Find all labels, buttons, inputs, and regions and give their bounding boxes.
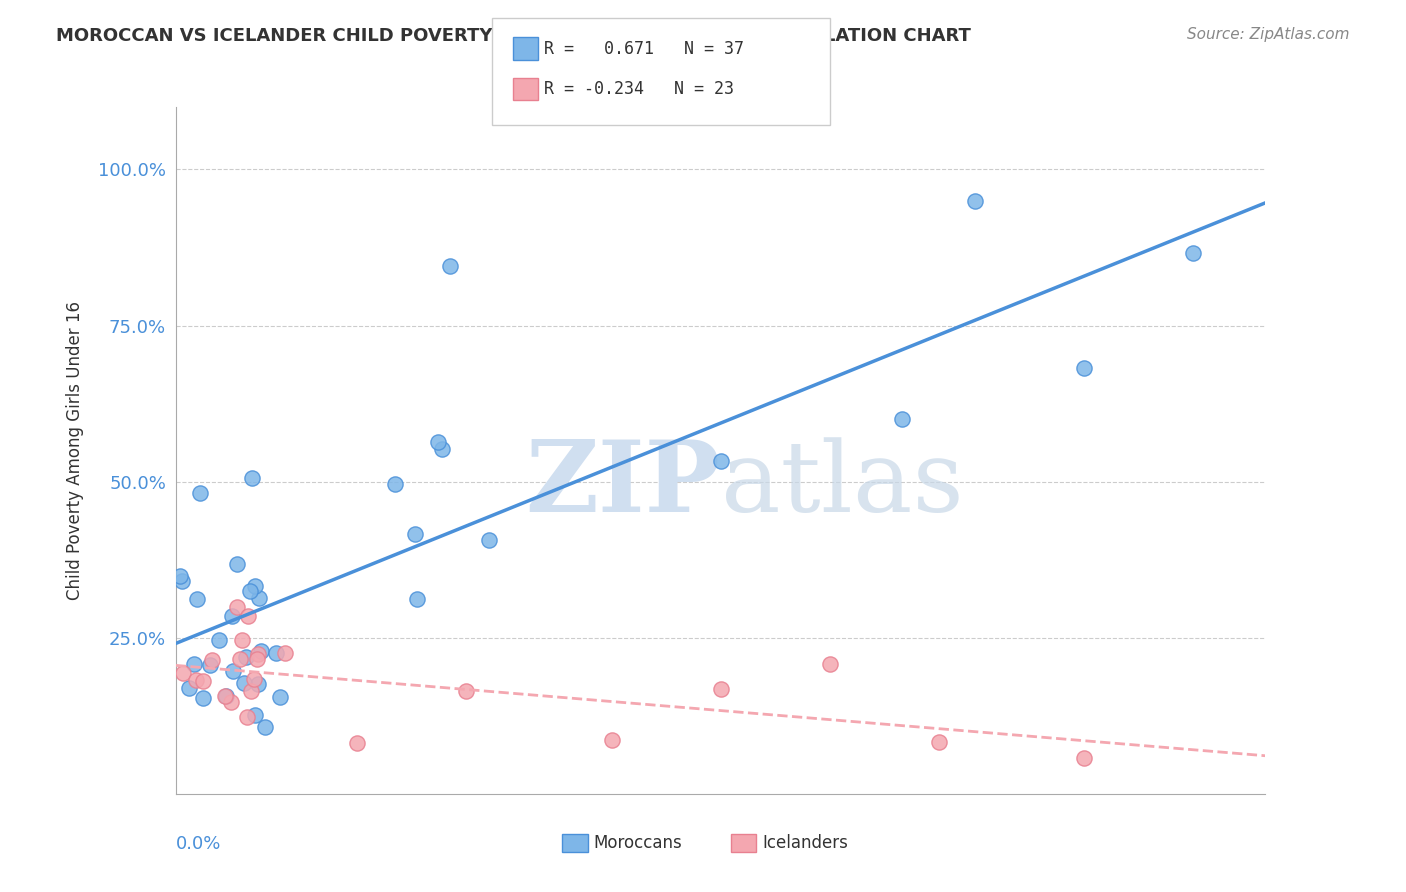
Point xyxy=(245,708,267,723)
Point xyxy=(239,683,262,698)
Point xyxy=(191,673,214,688)
Point xyxy=(188,485,211,500)
Point xyxy=(219,695,242,709)
Point xyxy=(478,533,501,548)
Point xyxy=(183,657,205,671)
Text: Icelanders: Icelanders xyxy=(762,834,848,852)
Point xyxy=(186,592,208,607)
Point xyxy=(384,476,406,491)
Point xyxy=(346,736,368,750)
Point xyxy=(404,527,426,541)
Point xyxy=(236,710,259,724)
Point xyxy=(1073,751,1095,765)
Point xyxy=(221,609,243,624)
Point xyxy=(225,557,247,571)
Point xyxy=(1073,361,1095,376)
Point xyxy=(177,681,200,695)
Point xyxy=(963,194,986,208)
Text: Moroccans: Moroccans xyxy=(593,834,682,852)
Point xyxy=(240,471,263,485)
Point xyxy=(214,690,236,704)
Point xyxy=(191,691,214,706)
Point xyxy=(269,690,291,704)
Point xyxy=(710,681,733,696)
Point xyxy=(246,652,269,666)
Point xyxy=(228,652,250,666)
Text: 0.0%: 0.0% xyxy=(176,835,221,853)
Point xyxy=(172,666,194,681)
Point xyxy=(439,259,461,273)
Point xyxy=(600,733,623,747)
Point xyxy=(239,583,262,598)
Point xyxy=(456,683,478,698)
Point xyxy=(198,657,221,672)
Point xyxy=(426,435,449,450)
Text: MOROCCAN VS ICELANDER CHILD POVERTY AMONG GIRLS UNDER 16 CORRELATION CHART: MOROCCAN VS ICELANDER CHILD POVERTY AMON… xyxy=(56,27,972,45)
Point xyxy=(169,569,191,583)
Text: Source: ZipAtlas.com: Source: ZipAtlas.com xyxy=(1187,27,1350,42)
Point xyxy=(201,653,224,667)
Point xyxy=(406,591,429,606)
Point xyxy=(246,647,269,661)
Point xyxy=(253,720,276,734)
Point xyxy=(242,672,264,686)
Point xyxy=(170,574,193,588)
Point xyxy=(236,609,259,624)
Text: ZIP: ZIP xyxy=(526,436,721,533)
Point xyxy=(710,454,733,468)
Point xyxy=(232,676,254,690)
Point xyxy=(274,646,297,660)
Point xyxy=(222,665,245,679)
Point xyxy=(430,442,453,457)
Point xyxy=(247,677,270,691)
Point xyxy=(235,649,257,664)
Text: R = -0.234   N = 23: R = -0.234 N = 23 xyxy=(544,80,734,98)
Point xyxy=(208,632,231,647)
Point xyxy=(249,591,271,605)
Point xyxy=(215,690,238,704)
Point xyxy=(818,657,841,672)
Text: R =   0.671   N = 37: R = 0.671 N = 37 xyxy=(544,40,744,58)
Text: atlas: atlas xyxy=(721,437,963,533)
Point xyxy=(243,579,266,593)
Point xyxy=(891,412,914,426)
Point xyxy=(928,735,950,749)
Point xyxy=(264,646,287,660)
Point xyxy=(231,633,253,648)
Point xyxy=(1181,246,1204,260)
Point xyxy=(249,644,271,658)
Point xyxy=(225,600,247,615)
Y-axis label: Child Poverty Among Girls Under 16: Child Poverty Among Girls Under 16 xyxy=(66,301,84,600)
Point xyxy=(186,673,208,688)
